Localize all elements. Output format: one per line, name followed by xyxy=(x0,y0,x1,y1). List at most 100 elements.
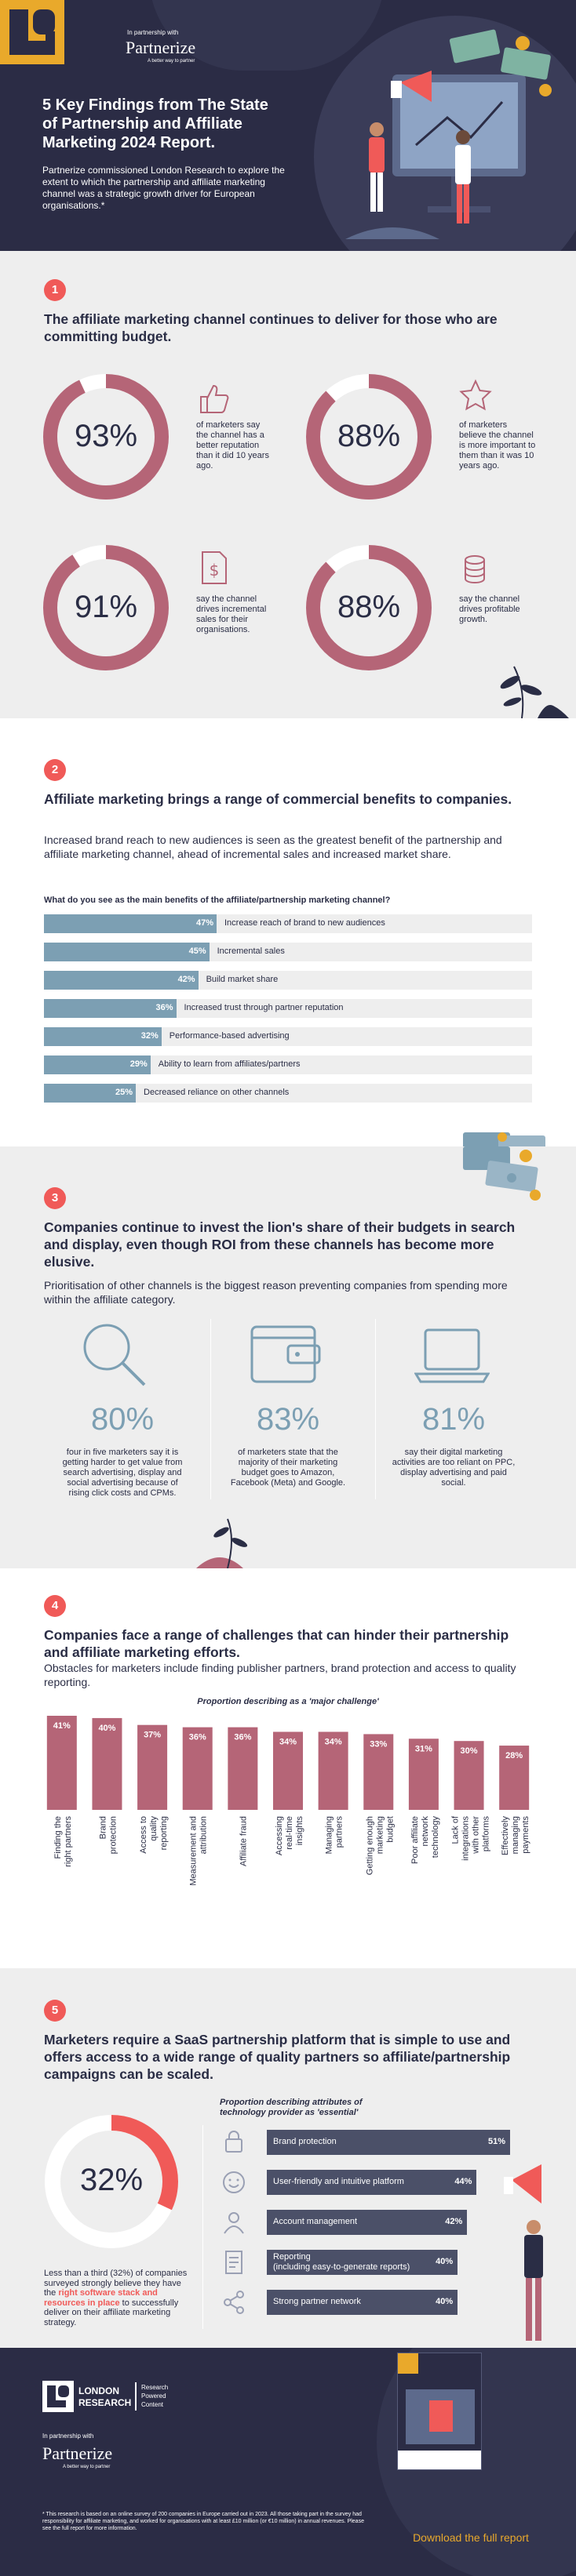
report-cover-strip xyxy=(398,2451,481,2469)
bar xyxy=(363,1734,394,1810)
bar-category-label: Performance-based advertising xyxy=(169,1031,290,1041)
bar xyxy=(44,914,217,933)
bar-value-label: 32% xyxy=(140,1031,159,1041)
download-report-link[interactable]: Download the full report xyxy=(413,2531,529,2544)
bar xyxy=(454,1741,484,1810)
thumbs-up-icon xyxy=(196,381,231,420)
footer-section: LONDON RESEARCH Research Powered Content… xyxy=(0,2348,576,2576)
report-cover-accent xyxy=(429,2400,453,2432)
section-heading: Marketers require a SaaS partnership pla… xyxy=(44,2032,511,2082)
bar-category-label: User-friendly and intuitive platform xyxy=(273,2177,404,2186)
section-number-badge: 2 xyxy=(44,759,66,781)
donut-text-part: to successfully deliver on their affilia… xyxy=(44,2298,179,2327)
bar-value-label: 31% xyxy=(415,1744,432,1753)
bar-category-label: Measurement andattribution xyxy=(189,1816,209,1886)
bar-value-label: 40% xyxy=(98,1724,115,1733)
bar xyxy=(182,1727,213,1810)
lr-name-line-2: RESEARCH xyxy=(78,2397,132,2408)
london-research-footer-logo[interactable]: LONDON RESEARCH xyxy=(42,2381,160,2412)
stat-value: 88% xyxy=(337,590,401,624)
partnerize-footer-logo[interactable]: Partnerize xyxy=(42,2443,113,2463)
bar-value-label: 28% xyxy=(505,1751,523,1760)
bar-value-label: 40% xyxy=(436,2297,454,2306)
section-lead: Prioritisation of other channels is the … xyxy=(44,1279,508,1306)
bar-value-label: 42% xyxy=(177,975,195,984)
bar-category-label: Access toqualityreporting xyxy=(139,1816,169,1854)
bar xyxy=(499,1746,530,1810)
partnerize-tagline: A better way to partner xyxy=(148,59,195,64)
bar-category-label: Build market share xyxy=(206,975,279,984)
stat-block: 88% of marketers believe the channel is … xyxy=(302,370,538,511)
bar-value-label: 36% xyxy=(155,1003,173,1012)
smiley-icon xyxy=(220,2168,248,2196)
donut-text-part: Less than a third (32%) of companies sur… xyxy=(44,2269,188,2298)
section-lead: Increased brand reach to new audiences i… xyxy=(44,834,502,860)
bar-value-label: 40% xyxy=(436,2257,454,2266)
header-section: In partnership with Partnerize A better … xyxy=(0,0,576,251)
footnote: * This research is based on an online su… xyxy=(42,2512,364,2531)
megaphone-illustration xyxy=(502,2156,576,2348)
bar xyxy=(267,2130,510,2155)
london-research-logo[interactable] xyxy=(0,0,64,64)
partnerize-logo-text[interactable]: Partnerize xyxy=(126,38,196,57)
section-number-badge: 3 xyxy=(44,1187,66,1209)
plant-illustration xyxy=(196,1515,283,1568)
bar xyxy=(137,1724,168,1810)
bar-value-label: 41% xyxy=(53,1721,71,1731)
stat-text: say the channel drives incremental sales… xyxy=(196,594,267,634)
donut-arc xyxy=(306,374,432,500)
bar-category-label: Reporting (including easy-to-generate re… xyxy=(273,2252,410,2272)
bar-category-label: Strong partner network xyxy=(273,2297,361,2306)
column-divider xyxy=(210,1319,211,1499)
bar-category-label: Lack ofintegrationswith otherplatforms xyxy=(451,1815,491,1861)
partnerize-tagline: A better way to partner xyxy=(63,2465,111,2469)
donut-32 xyxy=(41,2111,182,2256)
stat-text: of marketers say the channel has a bette… xyxy=(196,420,269,471)
stat-text: say the channel drives profitable growth… xyxy=(459,594,520,624)
donut-text-emphasis: right software stack and resources in pl… xyxy=(44,2288,158,2308)
bar-category-label: Increased trust through partner reputati… xyxy=(184,1003,344,1012)
lr-tagline xyxy=(135,2382,137,2411)
donut-arc xyxy=(43,545,169,670)
donut-value: 32% xyxy=(79,2163,144,2197)
stat-text: of marketers believe the channel is more… xyxy=(459,420,536,471)
section-number-badge: 5 xyxy=(44,2000,66,2022)
bar-category-label: Finding theright partners xyxy=(53,1816,73,1867)
stat-donut xyxy=(302,541,436,678)
plant-illustration xyxy=(490,659,569,718)
section-heading: Companies face a range of challenges tha… xyxy=(44,1627,509,1660)
bar xyxy=(44,971,199,990)
lr-tag-line-3: Content xyxy=(141,2401,164,2408)
bar-value-label: 25% xyxy=(115,1088,133,1097)
section-number-badge: 1 xyxy=(44,279,66,301)
attributes-bar-chart: Brand protection 51% User-friendly and int… xyxy=(217,2130,546,2334)
report-icon xyxy=(220,2248,248,2276)
chart-title: Proportion describing as a 'major challe… xyxy=(197,1697,379,1706)
bar-value-label: 37% xyxy=(144,1731,161,1740)
section-3: 3 Companies continue to invest the lion'… xyxy=(0,1146,576,1568)
section-heading: The affiliate marketing channel continue… xyxy=(44,311,498,344)
section-4: 4 Companies face a range of challenges t… xyxy=(0,1568,576,1968)
bar xyxy=(408,1739,439,1810)
stat-value: 80% xyxy=(90,1402,155,1437)
bar-value-label: 47% xyxy=(195,918,213,928)
benefits-bar-chart: 47% Increase reach of brand to new audien… xyxy=(44,914,532,1110)
header-title: 5 Key Findings from The State of Partner… xyxy=(42,96,268,151)
bar-value-label: 30% xyxy=(461,1746,478,1756)
bar-category-label: Account management xyxy=(273,2217,358,2226)
bar xyxy=(267,2250,458,2275)
stat-value: 83% xyxy=(256,1402,320,1437)
stat-text: say their digital marketing activities a… xyxy=(392,1448,516,1488)
donut-arc xyxy=(306,545,432,670)
lock-icon xyxy=(220,2128,248,2156)
lr-name-line-1: LONDON xyxy=(78,2385,119,2396)
section-1: 1 The affiliate marketing channel contin… xyxy=(0,251,576,718)
bar-category-label: Getting enoughmarketingbudget xyxy=(365,1816,395,1875)
stat-donut xyxy=(302,370,436,507)
chart-title: Proportion describing attributes of tech… xyxy=(220,2098,363,2117)
bar xyxy=(44,999,177,1018)
stat-text: of marketers state that the majority of … xyxy=(230,1448,346,1488)
report-cover-thumbnail[interactable] xyxy=(397,2353,482,2470)
bar-category-label: Managingpartners xyxy=(325,1816,345,1855)
donut-arc xyxy=(45,2115,178,2248)
